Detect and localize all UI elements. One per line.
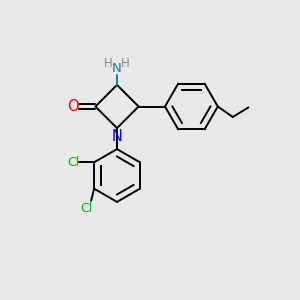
Text: N: N — [112, 62, 122, 75]
Text: H: H — [121, 57, 130, 70]
Text: O: O — [68, 99, 79, 114]
Text: Cl: Cl — [67, 156, 79, 169]
Text: H: H — [104, 57, 113, 70]
Text: Cl: Cl — [80, 202, 93, 215]
Text: N: N — [112, 129, 122, 144]
